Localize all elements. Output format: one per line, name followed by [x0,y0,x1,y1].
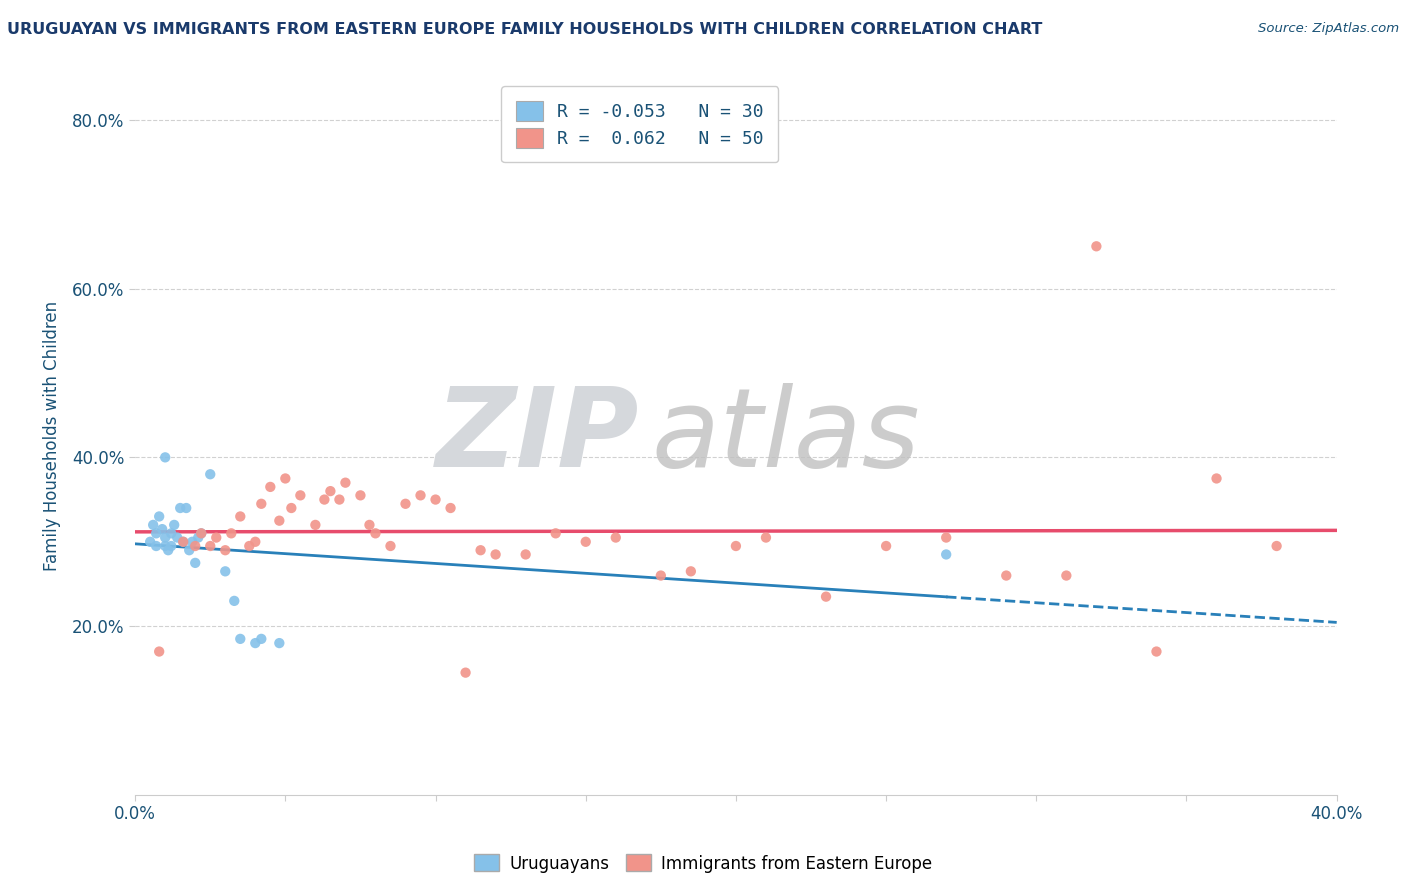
Point [425,492,447,507]
Point [184,539,207,553]
Point [190,526,212,541]
Point [160,526,183,541]
Point [935,531,957,545]
Legend: R = -0.053   N = 30, R =  0.062   N = 50: R = -0.053 N = 30, R = 0.062 N = 50 [502,87,779,162]
Point [229,509,252,524]
Point [160,539,183,553]
Point [605,531,627,545]
Point [250,632,273,646]
Point [335,475,357,490]
Point [650,568,672,582]
Point [139,534,162,549]
Point [142,517,165,532]
Text: Source: ZipAtlas.com: Source: ZipAtlas.com [1258,22,1399,36]
Point [148,509,170,524]
Legend: Uruguayans, Immigrants from Eastern Europe: Uruguayans, Immigrants from Eastern Euro… [467,847,939,880]
Point [349,488,371,502]
Point [172,534,194,549]
Point [935,548,957,562]
Point [269,514,291,528]
Point [1205,471,1227,485]
Point [148,644,170,658]
Point [238,539,260,553]
Point [259,480,281,494]
Point [169,501,191,516]
Point [409,488,432,502]
Point [172,534,194,549]
Point [250,497,273,511]
Point [153,531,176,545]
Point [679,565,702,579]
Point [190,526,212,541]
Point [163,517,186,532]
Point [245,636,267,650]
Point [179,543,201,558]
Point [304,517,326,532]
Point [205,531,228,545]
Point [200,539,222,553]
Point [364,526,387,541]
Point [439,501,461,516]
Point [394,497,416,511]
Point [214,543,236,558]
Point [174,501,197,516]
Point [875,539,897,553]
Point [145,539,167,553]
Point [515,548,537,562]
Point [815,590,838,604]
Point [184,556,207,570]
Point [454,665,477,680]
Point [328,492,350,507]
Point [229,632,252,646]
Point [359,517,381,532]
Point [274,471,297,485]
Point [1146,644,1168,658]
Point [314,492,336,507]
Point [1085,239,1108,253]
Point [290,488,312,502]
Point [319,484,342,499]
Point [166,531,188,545]
Point [1265,539,1288,553]
Point [157,543,180,558]
Point [145,526,167,541]
Point [724,539,747,553]
Point [380,539,402,553]
Y-axis label: Family Households with Children: Family Households with Children [44,301,60,571]
Point [181,534,204,549]
Point [995,568,1018,582]
Point [150,522,173,536]
Point [1054,568,1077,582]
Point [219,526,242,541]
Point [214,565,236,579]
Point [269,636,291,650]
Point [245,534,267,549]
Point [470,543,492,558]
Point [153,450,176,465]
Point [280,501,302,516]
Point [755,531,778,545]
Point [575,534,598,549]
Point [484,548,506,562]
Point [153,539,176,553]
Point [187,531,209,545]
Point [544,526,567,541]
Text: URUGUAYAN VS IMMIGRANTS FROM EASTERN EUROPE FAMILY HOUSEHOLDS WITH CHILDREN CORR: URUGUAYAN VS IMMIGRANTS FROM EASTERN EUR… [7,22,1042,37]
Point [200,467,222,482]
Point [224,594,246,608]
Text: ZIP: ZIP [436,383,640,490]
Text: atlas: atlas [652,383,921,490]
